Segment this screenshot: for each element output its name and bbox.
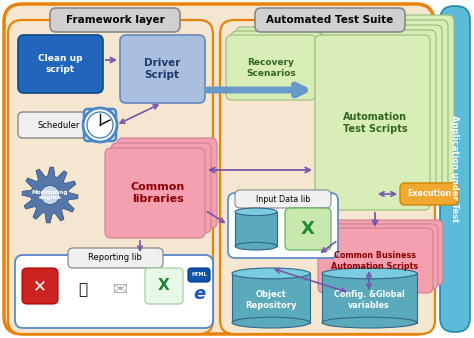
FancyBboxPatch shape: [231, 31, 321, 96]
Text: Input Data lib: Input Data lib: [256, 194, 310, 203]
FancyBboxPatch shape: [327, 25, 442, 200]
FancyBboxPatch shape: [226, 35, 316, 100]
FancyBboxPatch shape: [285, 208, 331, 250]
FancyBboxPatch shape: [188, 268, 210, 282]
FancyBboxPatch shape: [15, 255, 213, 328]
Ellipse shape: [232, 268, 310, 279]
Text: Common
libraries: Common libraries: [131, 182, 185, 204]
Text: Monitoring
engine: Monitoring engine: [32, 190, 68, 200]
Circle shape: [83, 108, 117, 142]
FancyBboxPatch shape: [235, 190, 331, 208]
Text: Recovery
Scenarios: Recovery Scenarios: [246, 58, 296, 78]
Text: Common Business
Automation Scripts: Common Business Automation Scripts: [331, 251, 419, 271]
Ellipse shape: [232, 317, 310, 328]
Text: Object
Repository: Object Repository: [245, 290, 297, 310]
FancyBboxPatch shape: [50, 8, 180, 32]
FancyBboxPatch shape: [220, 20, 435, 334]
FancyBboxPatch shape: [4, 4, 434, 334]
FancyBboxPatch shape: [105, 148, 205, 238]
FancyBboxPatch shape: [18, 35, 103, 93]
Text: Automation
Test Scripts: Automation Test Scripts: [343, 112, 407, 134]
FancyBboxPatch shape: [255, 8, 405, 32]
Text: Execution: Execution: [407, 190, 451, 198]
Text: Reporting lib: Reporting lib: [88, 254, 142, 263]
Circle shape: [40, 186, 60, 204]
Text: Driver
Script: Driver Script: [144, 58, 180, 80]
FancyBboxPatch shape: [117, 138, 217, 228]
FancyBboxPatch shape: [120, 35, 205, 103]
FancyBboxPatch shape: [315, 35, 430, 210]
FancyBboxPatch shape: [318, 228, 433, 293]
FancyBboxPatch shape: [228, 193, 338, 258]
Text: Clean up
script: Clean up script: [38, 54, 82, 74]
FancyBboxPatch shape: [145, 268, 183, 304]
Ellipse shape: [235, 242, 277, 250]
Polygon shape: [235, 212, 277, 246]
Ellipse shape: [322, 317, 417, 328]
Text: Application under Test: Application under Test: [450, 115, 459, 223]
FancyBboxPatch shape: [440, 6, 470, 332]
Text: ✉: ✉: [112, 281, 128, 299]
FancyBboxPatch shape: [8, 20, 213, 334]
Text: ✕: ✕: [33, 277, 47, 295]
Text: 🔔: 🔔: [78, 283, 88, 297]
Polygon shape: [322, 273, 417, 322]
FancyBboxPatch shape: [400, 183, 458, 205]
FancyBboxPatch shape: [333, 20, 448, 195]
FancyBboxPatch shape: [321, 30, 436, 205]
Text: HTML: HTML: [191, 272, 207, 277]
FancyBboxPatch shape: [339, 15, 454, 190]
Text: Config. &Global
variables: Config. &Global variables: [334, 290, 404, 310]
FancyBboxPatch shape: [18, 112, 86, 138]
Text: e: e: [193, 285, 205, 303]
Text: X: X: [158, 279, 170, 293]
FancyBboxPatch shape: [236, 27, 326, 92]
FancyBboxPatch shape: [22, 268, 58, 304]
Ellipse shape: [322, 268, 417, 279]
Ellipse shape: [235, 208, 277, 216]
FancyBboxPatch shape: [328, 220, 443, 285]
Text: Scheduler: Scheduler: [38, 121, 81, 129]
FancyBboxPatch shape: [111, 143, 211, 233]
FancyBboxPatch shape: [323, 224, 438, 289]
Circle shape: [87, 112, 113, 138]
Text: Automated Test Suite: Automated Test Suite: [266, 15, 393, 25]
Polygon shape: [232, 273, 310, 322]
FancyBboxPatch shape: [84, 109, 116, 141]
Text: X: X: [301, 220, 315, 238]
Text: Framework layer: Framework layer: [65, 15, 164, 25]
Polygon shape: [22, 167, 78, 223]
FancyBboxPatch shape: [68, 248, 163, 268]
